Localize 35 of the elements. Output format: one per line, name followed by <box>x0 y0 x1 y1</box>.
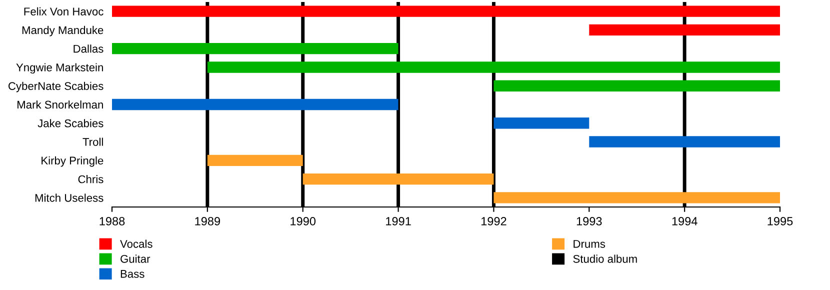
bar <box>112 98 398 110</box>
y-tick-label: Dallas <box>74 44 104 53</box>
bar <box>207 62 780 73</box>
y-tick-label: Mandy Manduke <box>22 26 104 36</box>
y-tick-label: CyberNate Scabies <box>8 82 104 92</box>
y-tick-label: Felix Von Havoc <box>24 7 104 16</box>
legend-label: Drums <box>574 240 606 248</box>
y-tick-label: Jake Scabies <box>38 119 104 128</box>
bar <box>207 154 303 166</box>
legend-label: Bass <box>120 270 144 278</box>
bar <box>589 24 780 36</box>
x-tick-label: 1988 <box>100 217 125 226</box>
x-tick-label: 1995 <box>768 217 793 226</box>
legend-label: Studio album <box>573 254 637 263</box>
legend-label: Guitar <box>120 254 150 263</box>
bar <box>302 173 494 185</box>
y-tick-label: Yngwie Markstein <box>16 63 103 74</box>
x-tick-label: 1989 <box>195 217 220 226</box>
y-tick-label: Troll <box>82 138 103 146</box>
bar <box>112 6 780 17</box>
bar <box>589 136 780 148</box>
bar <box>494 118 590 129</box>
y-tick-label: Kirby Pringle <box>42 156 104 167</box>
x-tick-label: 1991 <box>386 217 411 226</box>
bar <box>494 192 780 204</box>
bar <box>494 80 780 92</box>
legend-label: Vocals <box>120 240 152 248</box>
x-tick-label: 1994 <box>672 217 698 226</box>
x-tick-label: 1990 <box>290 217 316 226</box>
x-tick-label: 1992 <box>481 217 506 226</box>
y-tick-label: Mitch Useless <box>35 194 104 202</box>
x-tick-label: 1993 <box>576 217 602 226</box>
y-tick-label: Mark Snorkelman <box>18 100 103 109</box>
y-tick-label: Chris <box>78 175 104 184</box>
bar <box>112 43 398 54</box>
